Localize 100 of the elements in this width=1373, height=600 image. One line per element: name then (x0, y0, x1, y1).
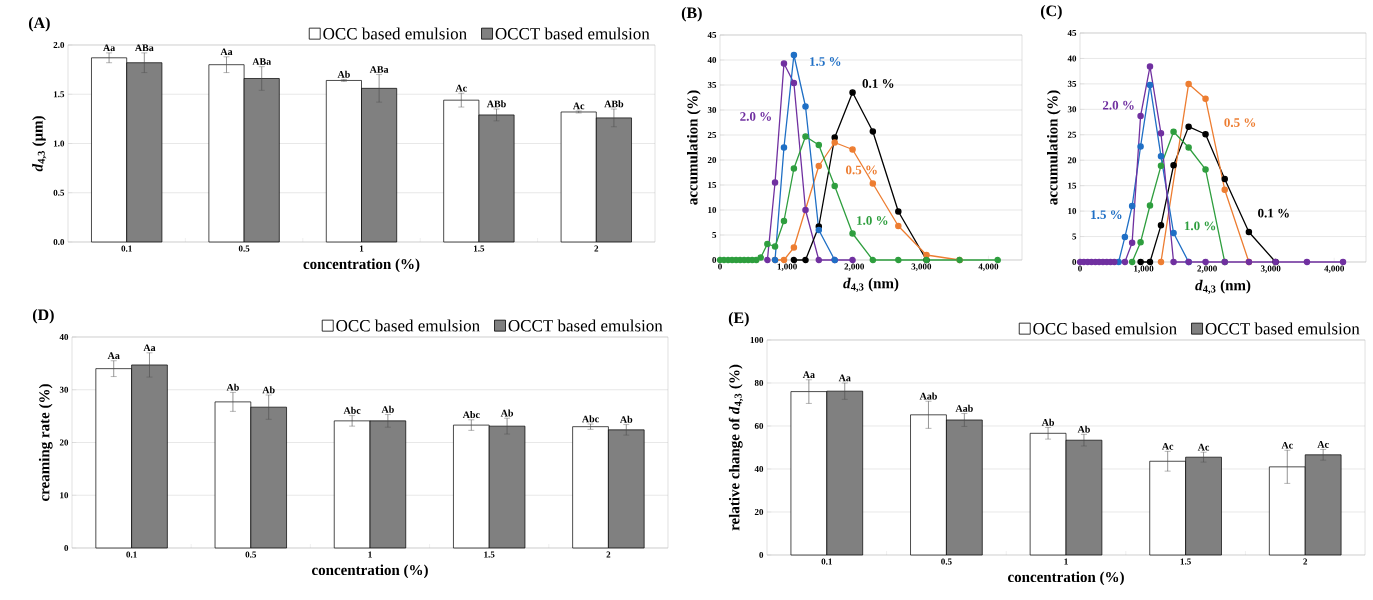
data-label: Abc (343, 406, 361, 414)
data-label: Ab (1077, 425, 1090, 433)
x-axis-title: concentration (%) (311, 564, 428, 579)
y-tick-label: 20 (59, 439, 69, 446)
y-tick-label: 0 (1072, 258, 1077, 266)
y-tick-label: 10 (1068, 208, 1077, 215)
data-label: Aa (103, 44, 116, 52)
x-tick-label: 3,000 (1260, 265, 1281, 273)
y-axis-title: accumulation (%) (1047, 90, 1061, 205)
y-tick-label: 20 (707, 156, 717, 164)
legend-label: OCCT based emulsion (1205, 322, 1360, 335)
x-axis-title: concentration (%) (1008, 571, 1124, 586)
data-label: Ab (1041, 418, 1055, 426)
data-label: Ab (337, 70, 350, 78)
series-label: 1.0 % (1184, 221, 1216, 231)
data-label: Abc (462, 411, 480, 419)
y-tick-label: 40 (59, 333, 69, 341)
data-label: Aa (143, 344, 156, 352)
y-tick-label: 0 (712, 256, 717, 264)
y-tick-label: 10 (60, 492, 69, 499)
data-label: Ab (500, 409, 514, 417)
x-tick-label: 0 (718, 263, 722, 270)
y-tick-label: 20 (754, 508, 764, 516)
y-axis-title: relative change of d$_{4,3}$ (%) (728, 364, 744, 531)
series-label: 0.5 % (1224, 118, 1256, 127)
y-tick-label: 15 (1068, 182, 1077, 189)
x-tick-label: 3,000 (911, 263, 932, 271)
y-tick-label: 35 (707, 81, 717, 89)
series-label: 1.5 % (1091, 210, 1122, 220)
x-tick-label: 4,000 (978, 263, 999, 271)
x-tick-label: 0.5 (245, 551, 257, 558)
y-tick-label: 1.5 (53, 91, 65, 98)
data-label: Aa (107, 352, 120, 360)
y-tick-label: 45 (707, 31, 717, 39)
data-label: Ac (572, 102, 585, 110)
x-tick-label: 1 (359, 245, 364, 252)
data-label: ABb (486, 100, 506, 108)
y-tick-label: 40 (1067, 55, 1077, 62)
x-tick-label: 0 (1078, 265, 1082, 272)
x-axis-title: concentration (%) (303, 258, 420, 273)
data-label: ABa (369, 66, 389, 73)
data-label: Ac (1161, 442, 1174, 450)
data-label: Ac (1317, 441, 1329, 448)
y-tick-label: 0 (64, 544, 69, 552)
x-tick-label: 0.5 (941, 558, 952, 565)
x-tick-label: 2,000 (844, 263, 865, 271)
x-axis-title: d$_{4,3}$ (nm) (843, 277, 899, 292)
data-label: Ac (1281, 441, 1293, 449)
y-axis-title: accumulation (%) (687, 90, 701, 205)
y-tick-label: 1.0 (53, 140, 65, 147)
y-tick-label: 25 (1067, 131, 1077, 138)
y-tick-label: 60 (754, 422, 764, 430)
data-label: Ab (226, 383, 239, 391)
data-label: Aa (838, 374, 851, 382)
chart-title: (B) (681, 6, 702, 22)
data-label: Aa (802, 371, 815, 379)
x-tick-label: 0.1 (121, 245, 132, 252)
x-tick-label: 4,000 (1324, 265, 1345, 273)
y-axis-title: d$_{4,3}$ (μm) (32, 116, 47, 172)
data-label: Aa (220, 48, 233, 56)
y-tick-label: 30 (707, 106, 717, 114)
y-tick-label: 0.0 (53, 238, 65, 246)
legend-label: OCCT based emulsion (508, 319, 663, 332)
y-tick-label: 0.5 (53, 189, 65, 196)
legend-label: OCC based emulsion (336, 319, 480, 332)
data-label: ABa (252, 58, 271, 65)
data-label: Ac (1197, 443, 1210, 451)
x-tick-label: 2 (1303, 558, 1308, 565)
chart-title: (E) (728, 311, 749, 327)
y-tick-label: 2.0 (53, 41, 65, 49)
y-tick-label: 80 (754, 379, 764, 387)
x-tick-label: 2,000 (1197, 265, 1217, 273)
x-tick-label: 1,000 (777, 263, 797, 271)
data-label: Ab (381, 405, 394, 413)
data-label: Abc (582, 415, 599, 423)
chart-title: (D) (32, 308, 54, 324)
y-tick-label: 15 (708, 181, 717, 189)
x-tick-label: 1 (368, 551, 372, 558)
data-label: ABa (134, 44, 154, 52)
x-axis-title: d$_{4,3}$ (nm) (1195, 279, 1251, 294)
y-tick-label: 5 (1072, 233, 1077, 240)
data-label: ABb (604, 100, 624, 108)
series-label: 2.0 % (1102, 100, 1134, 110)
y-tick-label: 45 (1067, 29, 1077, 37)
series-label: 0.1 % (1258, 208, 1289, 218)
x-tick-label: 1.5 (474, 245, 485, 252)
y-tick-label: 40 (707, 56, 717, 64)
y-tick-label: 40 (754, 465, 764, 473)
data-label: Ac (455, 84, 467, 92)
y-tick-label: 10 (708, 206, 717, 214)
y-tick-label: 100 (750, 336, 764, 344)
series-label: 2.0 % (740, 112, 771, 121)
x-tick-label: 1.5 (484, 551, 495, 558)
legend-label: OCC based emulsion (1033, 322, 1177, 335)
legend-label: OCCT based emulsion (495, 27, 650, 40)
data-label: Ab (262, 386, 275, 394)
x-tick-label: 2 (606, 551, 611, 558)
chart-title: (A) (28, 16, 50, 32)
y-tick-label: 5 (712, 232, 717, 238)
y-axis-title: creaming rate (%) (38, 384, 53, 501)
